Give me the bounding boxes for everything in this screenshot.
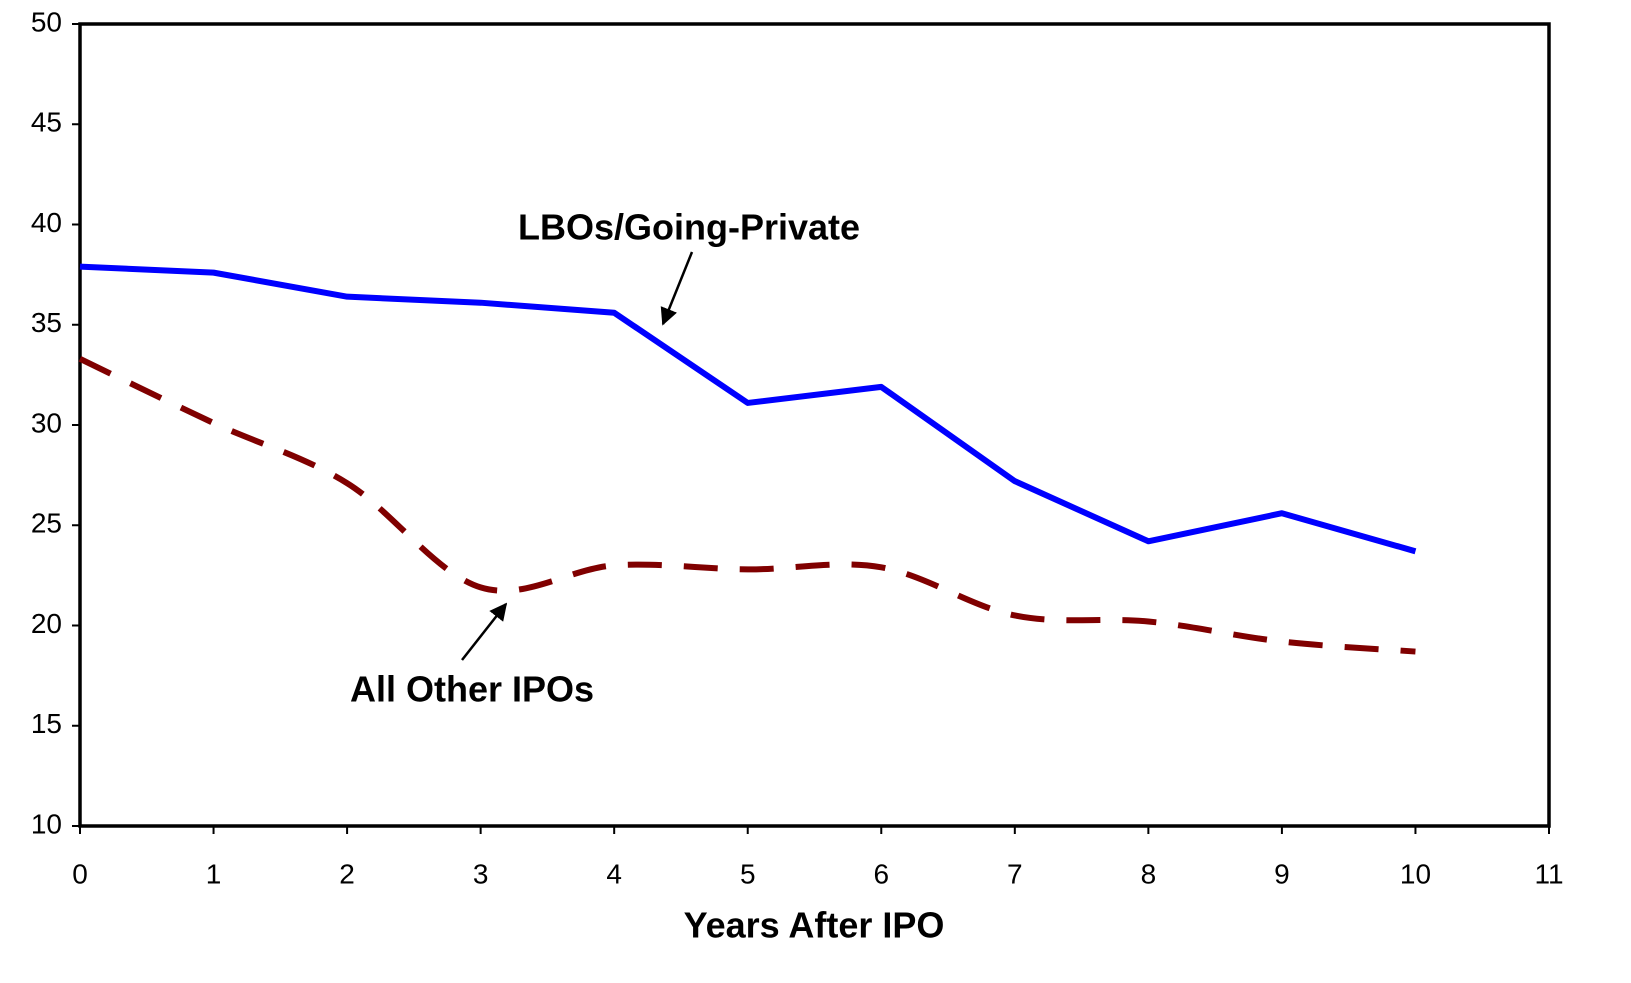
y-tick-label: 20 (31, 608, 62, 639)
y-tick-label: 10 (31, 808, 62, 839)
y-tick-label: 50 (31, 6, 62, 37)
x-tick-label: 4 (606, 858, 622, 889)
x-tick-label: 5 (740, 858, 756, 889)
series-line (79, 263, 1417, 555)
y-tick-label: 35 (31, 307, 62, 338)
x-tick-label: 3 (473, 858, 489, 889)
plot-frame (78, 22, 1551, 828)
y-tick-label: 15 (31, 708, 62, 739)
x-tick-label: 2 (339, 858, 355, 889)
y-tick-label: 45 (31, 107, 62, 138)
x-tick-label: 6 (873, 858, 889, 889)
x-tick-label: 8 (1141, 858, 1157, 889)
y-tick-label: 25 (31, 508, 62, 539)
series-line (78, 356, 1416, 655)
series-annotation: All Other IPOs (350, 669, 594, 710)
series-annotation: LBOs/Going-Private (518, 207, 860, 248)
x-tick-label: 10 (1400, 858, 1431, 889)
x-axis-label: Years After IPO (684, 905, 945, 946)
y-tick-label: 40 (31, 207, 62, 238)
y-tick-label: 30 (31, 407, 62, 438)
x-tick-label: 9 (1274, 858, 1290, 889)
x-tick-label: 1 (206, 858, 222, 889)
x-tick-label: 11 (1534, 858, 1563, 889)
x-tick-label: 7 (1007, 858, 1023, 889)
x-tick-label: 0 (72, 858, 88, 889)
annotation-arrow (660, 251, 694, 326)
annotation-arrow (461, 602, 508, 661)
